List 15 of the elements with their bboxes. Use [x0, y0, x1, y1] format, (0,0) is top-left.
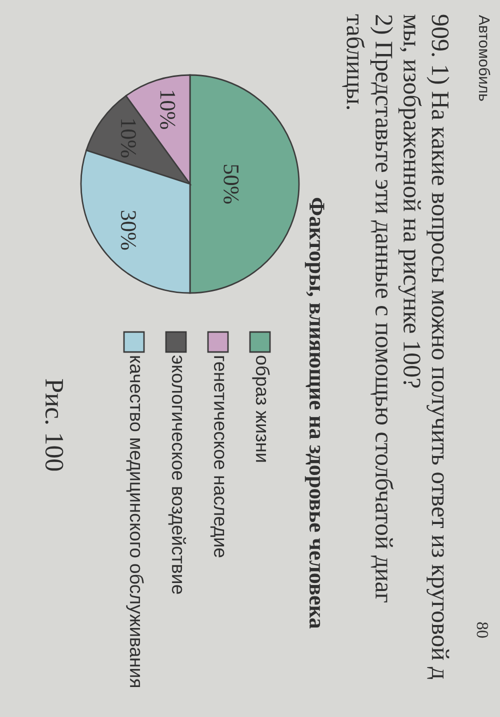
text: Факторы, влияющие на здоровье человека	[304, 198, 324, 628]
legend-label: образ жизни	[252, 356, 270, 462]
text: мы, изображенной на рисунке 100?	[398, 14, 422, 388]
text: 909. 1) На какие вопросы можно получить ответ из круговой д	[426, 14, 450, 680]
text: таблицы.	[342, 14, 365, 110]
text: Рис. 100	[45, 379, 64, 471]
legend-label: экологическое воздействие	[168, 356, 186, 594]
text: 80	[476, 622, 488, 638]
text: 2) Представьте эти данные с помощью столбчатой диаг	[370, 15, 394, 602]
text: Автомобиль	[478, 15, 490, 101]
legend-label: качество медицинского обслуживания	[126, 356, 144, 688]
data-label: 30%	[120, 210, 136, 250]
legend-label: генетическое наследие	[210, 356, 224, 558]
data-label: 10%	[160, 90, 176, 129]
data-label: 50%	[224, 164, 239, 204]
